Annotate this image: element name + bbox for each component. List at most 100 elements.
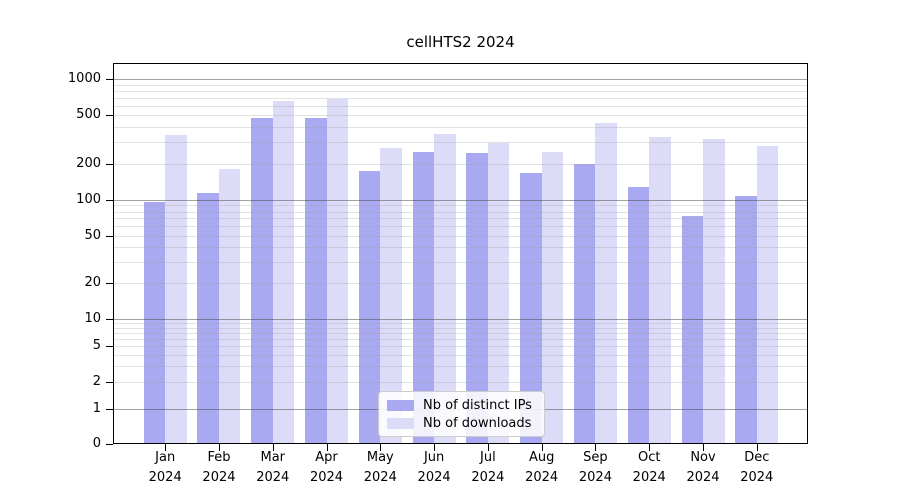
gridline-80 bbox=[114, 211, 807, 213]
bar-distinct-ips-may bbox=[358, 170, 381, 444]
x-tick-label-apr: Apr 2024 bbox=[309, 450, 344, 485]
gridline-400 bbox=[114, 127, 807, 129]
legend-item-downloads: Nb of downloads bbox=[387, 416, 544, 431]
gridline-90 bbox=[114, 205, 807, 207]
y-tick-5 bbox=[106, 346, 113, 348]
y-tick-label-10: 10 bbox=[84, 311, 101, 326]
legend-swatch-downloads-icon bbox=[387, 417, 414, 429]
y-tick-10 bbox=[106, 319, 113, 320]
x-tick-aug bbox=[541, 444, 543, 451]
bar-distinct-ips-mar bbox=[251, 118, 273, 444]
gridline-4 bbox=[114, 354, 807, 356]
x-tick-apr bbox=[326, 444, 328, 451]
bar-distinct-ips-nov bbox=[681, 216, 703, 444]
x-tick-label-mar: Mar 2024 bbox=[256, 450, 290, 485]
gridline-40 bbox=[114, 247, 807, 249]
bar-downloads-jul bbox=[487, 142, 510, 444]
gridline-5 bbox=[114, 346, 807, 348]
gridline-70 bbox=[114, 218, 807, 220]
x-tick-jul bbox=[487, 444, 489, 451]
gridline-9 bbox=[114, 323, 807, 325]
bar-distinct-ips-sep bbox=[573, 164, 596, 444]
gridline-200 bbox=[114, 163, 807, 165]
gridline-30 bbox=[114, 262, 807, 264]
bar-downloads-may bbox=[380, 148, 402, 444]
x-tick-nov bbox=[703, 444, 704, 451]
gridline-300 bbox=[114, 142, 807, 144]
y-tick-2 bbox=[106, 381, 113, 383]
y-tick-label-0: 0 bbox=[92, 436, 101, 451]
x-tick-label-nov: Nov 2024 bbox=[686, 450, 720, 485]
y-tick-label-100: 100 bbox=[76, 192, 101, 207]
chart-title: cellHTS2 2024 bbox=[406, 33, 515, 51]
x-tick-label-feb: Feb 2024 bbox=[202, 450, 236, 485]
y-tick-1000 bbox=[106, 79, 113, 80]
bar-distinct-ips-jul bbox=[466, 153, 488, 444]
bar-distinct-ips-oct bbox=[627, 186, 650, 444]
y-tick-label-5: 5 bbox=[92, 338, 101, 354]
y-tick-label-2: 2 bbox=[92, 373, 101, 389]
x-tick-label-aug: Aug 2024 bbox=[525, 450, 559, 485]
gridline-50 bbox=[114, 235, 807, 237]
x-tick-feb bbox=[218, 444, 220, 451]
bar-downloads-mar bbox=[272, 100, 295, 444]
gridline-6 bbox=[114, 338, 807, 340]
y-tick-label-20: 20 bbox=[84, 275, 101, 291]
y-tick-label-200: 200 bbox=[76, 155, 101, 171]
bar-downloads-jun bbox=[434, 134, 456, 444]
bar-downloads-sep bbox=[595, 123, 617, 444]
x-tick-jun bbox=[434, 444, 436, 451]
x-tick-dec bbox=[756, 444, 758, 451]
x-tick-label-sep: Sep 2024 bbox=[578, 450, 612, 485]
x-tick-may bbox=[380, 444, 382, 451]
bar-downloads-aug bbox=[541, 152, 564, 444]
bar-distinct-ips-feb bbox=[197, 193, 219, 444]
gridline-800 bbox=[114, 90, 807, 92]
y-tick-100 bbox=[106, 200, 113, 201]
x-tick-label-jul: Jul 2024 bbox=[471, 450, 505, 485]
x-tick-sep bbox=[595, 444, 597, 451]
y-tick-0 bbox=[106, 444, 113, 445]
y-tick-label-1000: 1000 bbox=[67, 71, 101, 86]
gridline-60 bbox=[114, 226, 807, 228]
bar-distinct-ips-jan bbox=[143, 201, 166, 444]
x-tick-label-oct: Oct 2024 bbox=[632, 450, 666, 485]
x-tick-label-jan: Jan 2024 bbox=[148, 450, 182, 485]
gridline-2 bbox=[114, 381, 807, 383]
y-tick-20 bbox=[106, 283, 113, 285]
y-tick-200 bbox=[106, 163, 113, 165]
x-tick-label-dec: Dec 2024 bbox=[740, 450, 774, 485]
gridline-20 bbox=[114, 283, 807, 285]
gridline-900 bbox=[114, 84, 807, 86]
gridline-600 bbox=[114, 105, 807, 107]
legend-label-distinct-ips: Nb of distinct IPs bbox=[423, 397, 532, 413]
bar-downloads-jan bbox=[165, 134, 187, 444]
y-tick-label-500: 500 bbox=[76, 107, 101, 123]
gridline-100 bbox=[114, 200, 807, 201]
gridline-3 bbox=[114, 366, 807, 368]
y-tick-1 bbox=[106, 409, 113, 410]
x-tick-label-may: May 2024 bbox=[363, 450, 397, 485]
bar-downloads-feb bbox=[218, 169, 241, 444]
bar-distinct-ips-jun bbox=[412, 151, 435, 444]
gridline-700 bbox=[114, 97, 807, 99]
gridline-10 bbox=[114, 319, 807, 320]
y-tick-label-50: 50 bbox=[84, 227, 101, 243]
legend: Nb of distinct IPs Nb of downloads bbox=[378, 391, 545, 437]
bar-downloads-oct bbox=[649, 137, 671, 444]
legend-swatch-distinct-ips-icon bbox=[387, 399, 414, 411]
legend-label-downloads: Nb of downloads bbox=[423, 415, 532, 431]
bar-downloads-nov bbox=[703, 139, 725, 444]
bar-distinct-ips-apr bbox=[305, 118, 327, 444]
y-tick-50 bbox=[106, 235, 113, 237]
bar-distinct-ips-aug bbox=[520, 172, 542, 444]
gridline-7 bbox=[114, 332, 807, 334]
gridline-8 bbox=[114, 327, 807, 329]
gridline-1000 bbox=[114, 79, 807, 80]
x-tick-jan bbox=[165, 444, 167, 451]
y-tick-500 bbox=[106, 115, 113, 117]
x-tick-label-jun: Jun 2024 bbox=[417, 450, 451, 485]
y-tick-label-1: 1 bbox=[92, 401, 101, 416]
gridline-500 bbox=[114, 115, 807, 117]
